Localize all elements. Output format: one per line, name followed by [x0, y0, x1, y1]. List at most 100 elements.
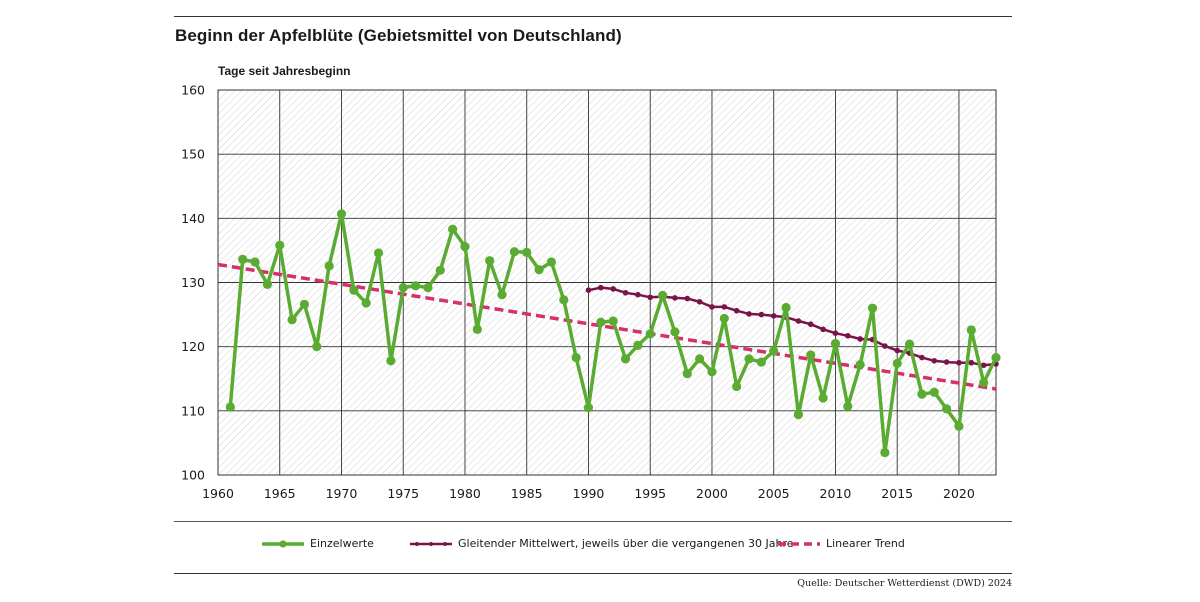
- x-tick-2010: 2010: [820, 486, 852, 501]
- moving-average-point-2017: [919, 354, 925, 361]
- einzelwerte-point-1988: [559, 295, 569, 305]
- legend-label-linearer-trend: Linearer Trend: [826, 537, 905, 550]
- y-tick-110: 110: [181, 403, 205, 418]
- einzelwerte-point-2005: [769, 346, 779, 356]
- einzelwerte-point-1991: [596, 317, 606, 327]
- einzelwerte-point-1965: [275, 240, 285, 250]
- moving-average-point-2010: [832, 330, 839, 336]
- x-tick-1980: 1980: [449, 486, 481, 501]
- chart-title: Beginn der Apfelblüte (Gebietsmittel von…: [175, 26, 622, 45]
- einzelwerte-point-1997: [670, 327, 680, 337]
- legend-top-rule: [174, 521, 1012, 522]
- moving-average-point-2014: [882, 343, 888, 349]
- einzelwerte-point-1977: [423, 283, 433, 293]
- moving-average-line: [588, 286, 997, 367]
- series-2: [217, 262, 997, 391]
- moving-average-point-1992: [610, 286, 616, 292]
- moving-average-point-2020: [956, 359, 962, 366]
- moving-average-point-2000: [709, 304, 715, 310]
- y-tick-140: 140: [181, 211, 205, 226]
- moving-average-point-2012: [857, 336, 863, 342]
- einzelwerte-point-2016: [904, 339, 915, 349]
- einzelwerte-point-1964: [262, 279, 272, 290]
- legend-swatch-gleitender-mittelwert: [410, 541, 452, 546]
- moving-average-point-2022: [980, 362, 987, 369]
- moving-average-point-1998: [684, 295, 691, 302]
- x-tick-1975: 1975: [387, 486, 419, 501]
- moving-average-point-2009: [820, 326, 826, 333]
- einzelwerte-point-2011: [843, 401, 853, 411]
- einzelwerte-point-2006: [781, 302, 791, 313]
- einzelwerte-point-2008: [806, 350, 816, 360]
- einzelwerte-point-2007: [793, 410, 804, 420]
- einzelwerte-point-1981: [472, 324, 482, 334]
- moving-average-point-2004: [758, 311, 765, 318]
- moving-average-point-2008: [807, 321, 814, 328]
- moving-average-point-2002: [733, 307, 740, 314]
- einzelwerte-point-1973: [373, 248, 384, 258]
- moving-average-point-2019: [943, 359, 950, 365]
- einzelwerte-point-2021: [966, 325, 976, 335]
- moving-average-point-2001: [721, 304, 728, 310]
- einzelwerte-point-1963: [250, 257, 260, 267]
- x-tick-2015: 2015: [881, 486, 913, 501]
- y-tick-labels: 100 110 120 130 140 150 160: [181, 83, 205, 483]
- x-tick-2005: 2005: [758, 486, 790, 501]
- einzelwerte-point-1972: [361, 298, 371, 308]
- moving-average-point-2018: [931, 357, 938, 364]
- einzelwerte-point-1990: [583, 403, 594, 413]
- einzelwerte-point-1976: [410, 281, 421, 291]
- x-tick-1970: 1970: [326, 486, 358, 501]
- x-tick-labels: 1960 1965 1970 1975 1980 1985 1990 1995 2000 2005…: [202, 486, 975, 501]
- einzelwerte-point-2013: [867, 303, 878, 313]
- x-tick-1985: 1985: [511, 486, 543, 501]
- x-tick-1990: 1990: [573, 486, 605, 501]
- einzelwerte-point-2022: [979, 378, 989, 388]
- einzelwerte-point-1992: [608, 316, 618, 326]
- legend-swatch-linearer-trend: [778, 541, 820, 546]
- einzelwerte-point-2002: [732, 381, 742, 392]
- einzelwerte-point-1993: [620, 354, 631, 364]
- moving-average-point-2021: [968, 359, 975, 366]
- moving-average-point-1999: [696, 298, 703, 305]
- moving-average-point-2015: [894, 347, 901, 354]
- einzelwerte-point-1975: [398, 283, 408, 293]
- einzelwerte-point-1989: [571, 352, 581, 363]
- trend-line: [217, 262, 997, 391]
- y-tick-120: 120: [181, 339, 205, 354]
- moving-average-point-1995: [647, 294, 654, 301]
- moving-average-point-2007: [795, 318, 802, 324]
- moving-average-point-2003: [746, 311, 752, 317]
- legend-swatch-einzelwerte: [262, 539, 304, 548]
- einzelwerte-point-2019: [942, 404, 952, 414]
- einzelwerte-point-1969: [324, 261, 334, 271]
- y-tick-100: 100: [181, 468, 205, 483]
- einzelwerte-point-1974: [386, 356, 396, 366]
- moving-average-point-1993: [622, 289, 629, 296]
- einzelwerte-point-2010: [830, 338, 841, 349]
- einzelwerte-point-1986: [534, 265, 544, 275]
- einzelwerte-point-1994: [633, 340, 643, 350]
- y-tick-150: 150: [181, 147, 205, 162]
- x-tick-2000: 2000: [696, 486, 728, 501]
- source-note: Quelle: Deutscher Wetterdienst (DWD) 202…: [797, 578, 1012, 589]
- einzelwerte-point-2009: [818, 393, 828, 403]
- einzelwerte-point-1983: [497, 290, 507, 300]
- legend-label-einzelwerte: Einzelwerte: [310, 537, 374, 550]
- einzelwerte-point-2023: [991, 352, 1001, 363]
- einzelwerte-point-1999: [695, 354, 705, 364]
- einzelwerte-point-1980: [460, 241, 470, 252]
- legend-item-gleitender-mittelwert: Gleitender Mittelwert, jeweils über die …: [410, 537, 794, 550]
- einzelwerte-point-1998: [682, 369, 692, 379]
- einzelwerte-point-1984: [509, 247, 519, 257]
- einzelwerte-point-1987: [546, 257, 557, 267]
- moving-average-point-2011: [845, 332, 851, 339]
- x-tick-1965: 1965: [264, 486, 296, 501]
- einzelwerte-point-1971: [349, 285, 359, 295]
- einzelwerte-point-1970: [336, 209, 347, 219]
- x-tick-1960: 1960: [202, 486, 234, 501]
- y-tick-130: 130: [181, 275, 205, 290]
- einzelwerte-point-2001: [719, 313, 729, 324]
- einzelwerte-point-2004: [756, 357, 766, 367]
